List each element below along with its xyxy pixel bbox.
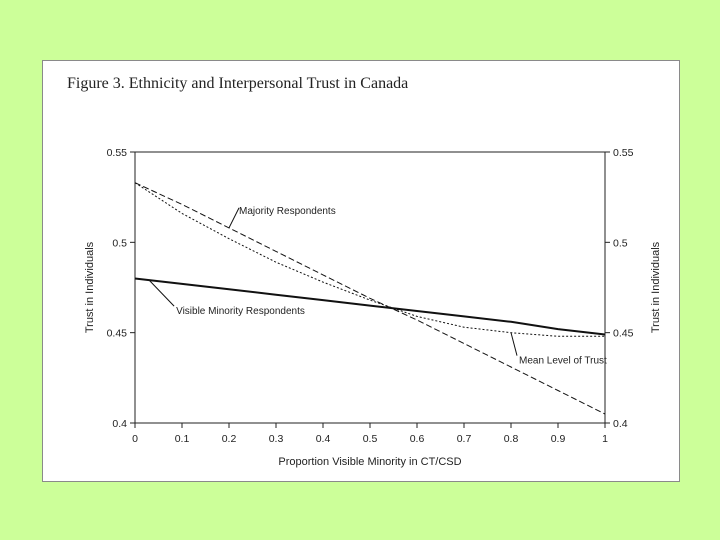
annotation-leader — [228, 207, 240, 229]
x-tick-label: 0.3 — [269, 433, 284, 445]
x-tick-label: 0.7 — [457, 433, 472, 445]
y-tick-label-left: 0.45 — [107, 328, 128, 340]
y-axis-label-left: Trust in Individuals — [84, 241, 96, 333]
series-line-mean-level-of-trust — [134, 182, 605, 337]
x-tick-label: 0.8 — [504, 433, 519, 445]
figure-title: Figure 3. Ethnicity and Interpersonal Tr… — [67, 75, 409, 92]
x-tick-label: 0 — [132, 433, 138, 445]
x-tick-label: 0.6 — [410, 433, 425, 445]
annotation-leader — [148, 279, 175, 307]
y-axis-label-right: Trust in Individuals — [650, 241, 662, 333]
x-tick-label: 0.9 — [551, 433, 566, 445]
x-axis-label: Proportion Visible Minority in CT/CSD — [278, 456, 461, 468]
figure-panel: Figure 3. Ethnicity and Interpersonal Tr… — [42, 60, 680, 482]
y-tick-label-left: 0.4 — [112, 418, 127, 430]
series-line-visible-minority-respondents — [134, 277, 606, 336]
trust-line-chart: 0.4 0.4 0.45 0.45 0.5 0.5 0.55 0.55 0 0.1 0.2 0.3 0.… — [84, 147, 662, 468]
x-tick-label: 1 — [602, 433, 608, 445]
y-tick-label-right: 0.4 — [613, 418, 628, 430]
x-tick-label: 0.2 — [222, 433, 237, 445]
annotation-label: Mean Level of Trust — [519, 356, 607, 367]
annotation-label: Visible Minority Respondents — [176, 306, 305, 317]
x-tick-label: 0.5 — [363, 433, 378, 445]
series-line-majority-respondents — [134, 182, 606, 415]
annotation-leader — [510, 332, 518, 356]
annotation-label: Majority Respondents — [239, 206, 336, 217]
y-tick-label-left: 0.5 — [112, 237, 127, 249]
y-tick-label-left: 0.55 — [107, 147, 128, 159]
y-tick-label-right: 0.55 — [613, 147, 634, 159]
y-tick-label-right: 0.5 — [613, 237, 628, 249]
x-tick-label: 0.1 — [175, 433, 190, 445]
y-tick-label-right: 0.45 — [613, 328, 634, 340]
x-tick-label: 0.4 — [316, 433, 331, 445]
